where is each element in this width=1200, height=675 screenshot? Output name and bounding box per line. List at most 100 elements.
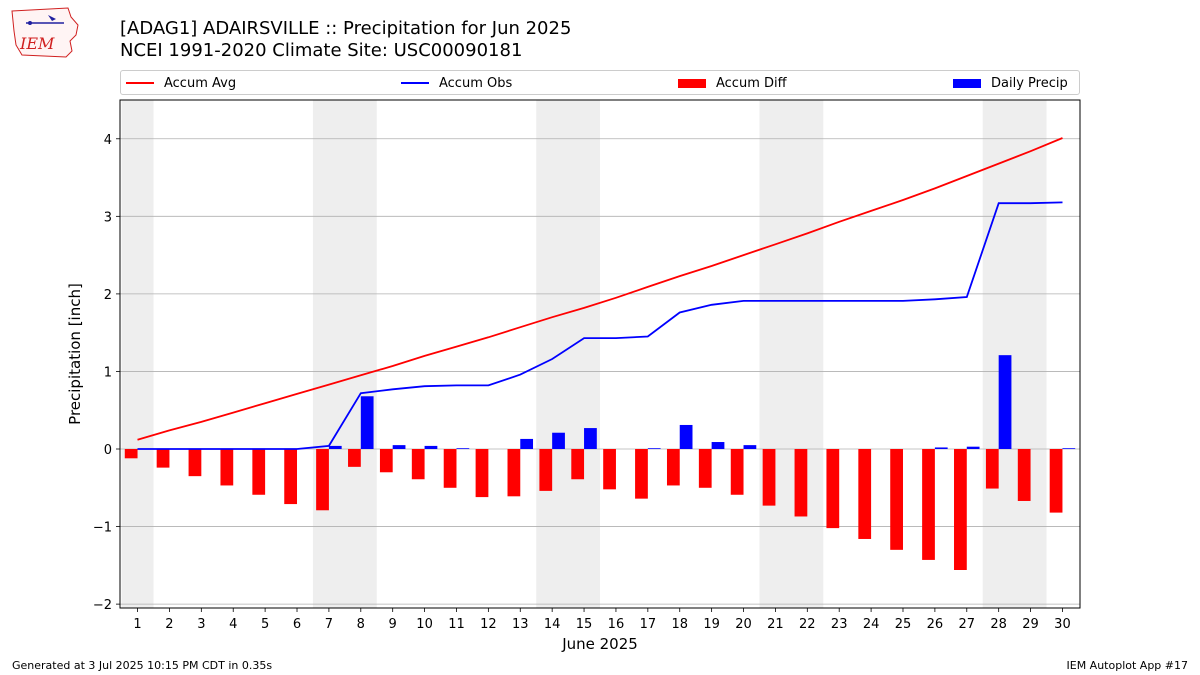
accum-diff-bar <box>507 449 521 497</box>
weekend-band <box>982 100 1047 608</box>
accum-diff-bar <box>156 449 170 468</box>
accum-diff-bar <box>443 449 457 488</box>
x-tick-label: 15 <box>576 617 593 632</box>
x-tick-label: 8 <box>357 617 365 632</box>
daily-precip-bar <box>552 432 565 450</box>
accum-obs-line <box>137 201 1063 450</box>
accum-diff-bar <box>730 449 744 495</box>
x-tick-label: 11 <box>448 617 465 632</box>
x-tick-label: 14 <box>544 617 561 632</box>
accum-diff-bar <box>124 449 138 459</box>
daily-precip-bar <box>424 445 438 450</box>
x-tick-label: 2 <box>165 617 173 632</box>
x-tick-label: 26 <box>927 617 944 632</box>
legend: Accum Avg Accum Obs Accum Diff Daily Pre… <box>120 70 1080 95</box>
legend-label-accum-diff: Accum Diff <box>716 75 787 91</box>
daily-precip-bar <box>1062 448 1076 450</box>
x-tick-label: 6 <box>293 617 301 632</box>
x-tick-label: 5 <box>261 617 269 632</box>
accum-diff-bar <box>985 449 999 489</box>
chart-subtitle: NCEI 1991-2020 Climate Site: USC00090181 <box>120 40 523 61</box>
logo-text: IEM <box>19 34 55 53</box>
y-tick-label: 0 <box>104 443 112 458</box>
accum-diff-bar <box>411 449 425 480</box>
x-tick-label: 21 <box>767 617 784 632</box>
accum-diff-bar <box>188 449 202 477</box>
legend-label-daily-precip: Daily Precip <box>991 75 1068 91</box>
daily-precip-bar <box>456 448 470 450</box>
y-tick-label: 2 <box>104 288 112 303</box>
x-tick-label: 3 <box>197 617 205 632</box>
iem-logo: IEM <box>11 7 79 58</box>
accum-diff-bar <box>571 449 585 480</box>
accum-diff-bar <box>1017 449 1031 501</box>
x-tick-label: 20 <box>735 617 752 632</box>
daily-precip-bar <box>711 442 725 450</box>
legend-label-accum-avg: Accum Avg <box>164 75 237 91</box>
y-tick-label: 1 <box>104 365 112 380</box>
weekend-band <box>121 100 154 608</box>
plot-frame <box>119 99 1081 609</box>
daily-precip-bar <box>998 355 1012 450</box>
accum-diff-bar <box>794 449 808 517</box>
weekend-band <box>312 100 377 608</box>
x-tick-label: 19 <box>703 617 720 632</box>
daily-precip-bar <box>966 446 980 450</box>
legend-item-accum-avg: Accum Avg <box>126 74 236 92</box>
x-tick-label: 22 <box>799 617 816 632</box>
daily-precip-bar <box>679 424 693 450</box>
daily-precip-bar <box>328 445 342 450</box>
daily-precip-bar <box>743 445 757 450</box>
x-tick-label: 10 <box>416 617 433 632</box>
accum-diff-bar <box>826 449 840 529</box>
accum-diff-bar <box>284 449 298 505</box>
accum-diff-bar <box>379 449 393 473</box>
x-tick-label: 16 <box>608 617 625 632</box>
x-tick-label: 23 <box>831 617 848 632</box>
accum-diff-bar <box>890 449 903 550</box>
accum-diff-bar <box>858 449 872 539</box>
x-tick-label: 24 <box>863 617 880 632</box>
daily-precip-bar <box>520 438 534 450</box>
accum-diff-bar <box>666 449 680 486</box>
accum-diff-bar <box>698 449 712 488</box>
footer-generated: Generated at 3 Jul 2025 10:15 PM CDT in … <box>12 659 273 672</box>
daily-precip-bar <box>584 428 597 450</box>
x-tick-label: 7 <box>325 617 333 632</box>
y-tick-label: 4 <box>104 133 112 148</box>
x-tick-label: 18 <box>671 617 688 632</box>
accum-diff-bar <box>539 449 553 491</box>
legend-swatch-daily-precip <box>953 78 981 88</box>
legend-item-accum-diff: Accum Diff <box>678 74 787 92</box>
accum-diff-bar <box>252 449 266 495</box>
accum-diff-bar <box>316 449 329 511</box>
accum-diff-bar <box>603 449 616 490</box>
x-tick-label: 28 <box>990 617 1007 632</box>
legend-item-daily-precip: Daily Precip <box>953 74 1068 92</box>
weekend-band <box>536 100 600 608</box>
daily-precip-bar <box>934 447 948 450</box>
x-tick-label: 4 <box>229 617 237 632</box>
y-tick-label: −2 <box>93 598 112 613</box>
legend-swatch-accum-avg <box>126 82 154 84</box>
daily-precip-bar <box>647 448 661 450</box>
legend-swatch-accum-diff <box>678 78 706 88</box>
accum-diff-bar <box>922 449 935 560</box>
legend-label-accum-obs: Accum Obs <box>439 75 513 91</box>
accum-diff-bar <box>762 449 776 506</box>
chart-title: [ADAG1] ADAIRSVILLE :: Precipitation for… <box>120 18 572 39</box>
legend-swatch-accum-obs <box>401 82 429 84</box>
x-tick-label: 29 <box>1022 617 1039 632</box>
daily-precip-bar <box>360 396 374 450</box>
x-tick-label: 25 <box>895 617 912 632</box>
accum-diff-bar <box>220 449 234 486</box>
y-tick-label: −1 <box>93 521 112 536</box>
y-axis-label: Precipitation [inch] <box>66 283 84 425</box>
accum-diff-bar <box>635 449 648 499</box>
accum-diff-bar <box>475 449 489 498</box>
accum-diff-bar <box>954 449 967 570</box>
accum-avg-line <box>137 137 1063 441</box>
y-tick-label: 3 <box>104 210 112 225</box>
x-tick-label: 12 <box>480 617 497 632</box>
